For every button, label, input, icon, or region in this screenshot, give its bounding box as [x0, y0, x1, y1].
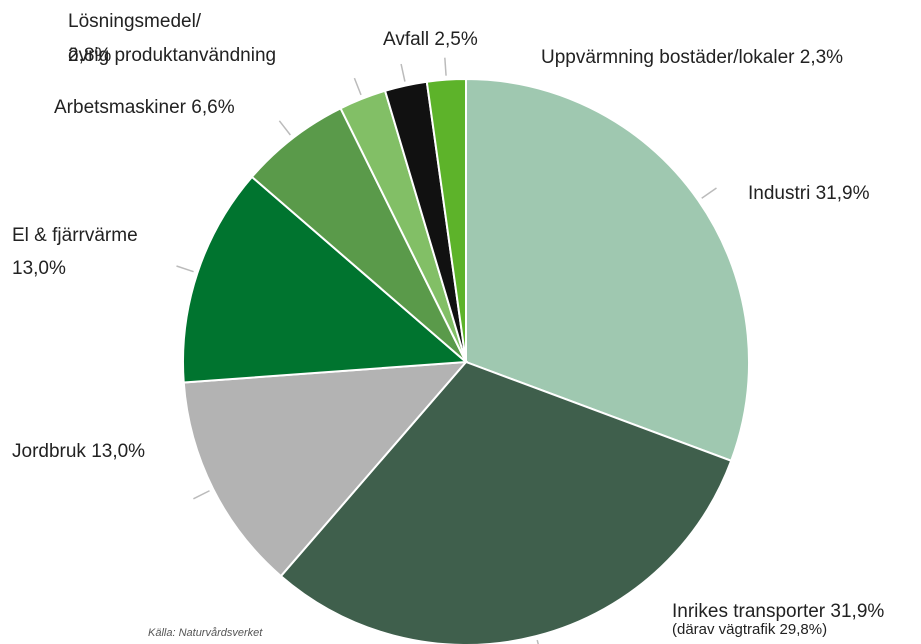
category-label: Uppvärmning bostäder/lokaler	[541, 47, 795, 68]
category-label: Jordbruk	[12, 441, 86, 462]
slice-label: Industri 31,9%	[748, 183, 870, 204]
leader-line	[400, 63, 406, 82]
category-label: Arbetsmaskiner	[54, 97, 187, 118]
leader-line	[444, 57, 447, 76]
category-label: El & fjärrvärme	[12, 225, 138, 246]
leader-line	[353, 77, 362, 96]
leader-line	[193, 490, 210, 500]
pie-slice	[182, 360, 469, 578]
leader-line	[278, 120, 291, 136]
value-label: 6,6%	[191, 97, 234, 118]
slice-label: Jordbruk 13,0%	[12, 441, 145, 462]
slice-label: övrig produktanvändning	[68, 45, 276, 66]
slice-label: El & fjärrvärme	[12, 225, 138, 246]
slice-label: Avfall 2,5%	[383, 29, 478, 50]
value-label: 13,0%	[12, 258, 66, 279]
slice-label: Lösningsmedel/	[68, 11, 202, 32]
value-label: 13,0%	[91, 441, 145, 462]
pie-slice	[250, 106, 467, 363]
leader-line	[536, 639, 539, 644]
leader-line	[701, 187, 717, 199]
leader-line	[176, 265, 194, 273]
source: Källa: Naturvårdsverket	[148, 627, 263, 639]
category-label: övrig produktanvändning	[68, 45, 276, 66]
category-label: Lösningsmedel/	[68, 11, 202, 32]
pie-slice	[465, 77, 750, 463]
pie-slice	[425, 77, 467, 363]
annotation: (därav vägtrafik 29,8%)	[672, 621, 827, 638]
value-label: 31,9%	[816, 183, 870, 204]
slice-label: Arbetsmaskiner 6,6%	[54, 97, 235, 118]
slice-label: Uppvärmning bostäder/lokaler 2,3%	[541, 47, 843, 68]
value-label: 2,3%	[800, 47, 843, 68]
value-label: 31,9%	[830, 601, 884, 622]
value-label: 2,8%	[68, 45, 111, 66]
category-label: Industri	[748, 183, 810, 204]
category-label: Inrikes transporter	[672, 601, 826, 622]
pie-slice	[182, 175, 469, 384]
category-label: Avfall	[383, 29, 429, 50]
value-label: 2,5%	[434, 29, 477, 50]
pie-slice	[279, 360, 733, 644]
slice-label: Inrikes transporter 31,9%	[672, 601, 884, 622]
